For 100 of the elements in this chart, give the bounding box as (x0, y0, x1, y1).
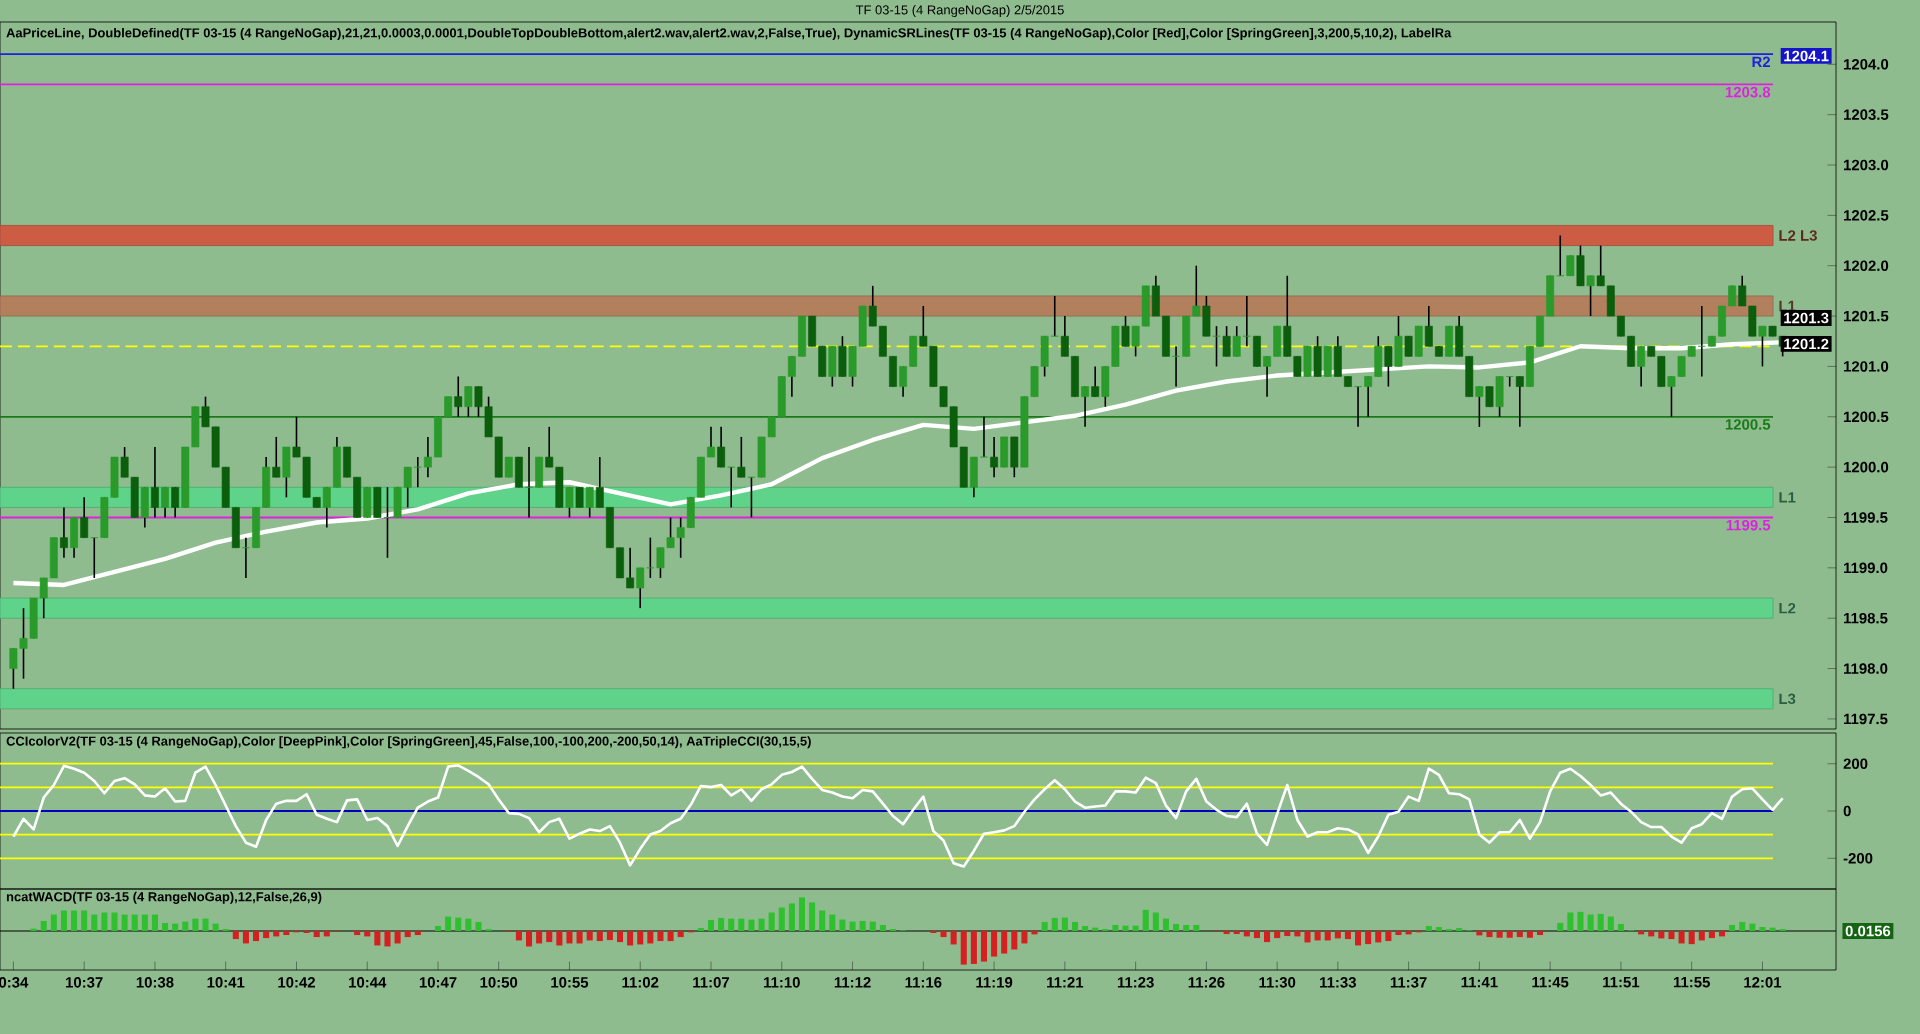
bar (616, 931, 624, 943)
bar (677, 931, 684, 938)
bar (1243, 931, 1250, 937)
x-tick-label: 11:21 (1047, 977, 1084, 988)
bar (81, 910, 88, 932)
bar (1567, 912, 1574, 932)
y-tick-label: 1202.5 (1844, 210, 1889, 221)
candlestick (1091, 365, 1100, 398)
bar (212, 923, 219, 932)
candlestick (504, 456, 513, 479)
candlestick (1566, 254, 1575, 277)
y-tick-label: 1202.0 (1844, 260, 1889, 272)
candlestick (990, 436, 999, 479)
candlestick (1616, 315, 1625, 338)
bar (111, 912, 118, 932)
bar (253, 931, 260, 942)
bar (1112, 924, 1119, 932)
candlestick (1596, 244, 1605, 287)
text: 1201.2 (1784, 338, 1829, 350)
candlestick (565, 486, 574, 519)
candlestick (1263, 355, 1271, 398)
bar (323, 931, 330, 937)
text: 0.0156 (1845, 925, 1891, 937)
candlestick (413, 456, 422, 489)
y-tick-label: 1200.0 (1844, 461, 1889, 473)
bar (162, 922, 169, 932)
bar (697, 927, 704, 932)
bar (1446, 928, 1453, 932)
bar (1142, 909, 1149, 932)
bar (1749, 923, 1756, 932)
chart-subtitle: AaPriceLine, DoubleDefined(TF 03-15 (4 RangeNoGap),21,21,0.0003,0.0001,DoubleTopDoubleBottom,alert2.wav,alert2.wav,2,False,True), DynamicSRLines(TF 03-15 (4 RangeNoGap),Color [Red],Color [SpringGreen],3,200,5,10,2), LabelRa (6, 27, 1452, 41)
bar (1365, 931, 1372, 945)
x-tick-label: 11:30 (1259, 977, 1296, 988)
bar (536, 931, 543, 944)
y-tick-label: 1203.0 (1844, 159, 1889, 171)
bar (798, 897, 806, 932)
x-tick-label: 10:55 (551, 977, 589, 988)
bar (1516, 931, 1523, 938)
bar (859, 920, 866, 932)
ref-line-label: 1200.5 (1725, 419, 1771, 430)
candlestick (423, 436, 432, 479)
x-tick-label: 11:12 (834, 977, 871, 988)
ref-line-label: 1203.8 (1725, 86, 1771, 98)
bar (1688, 931, 1695, 945)
bar (1021, 931, 1028, 944)
bar (1223, 931, 1230, 935)
bar (1162, 918, 1169, 932)
ref-line-label: 1199.5 (1726, 519, 1771, 531)
bar (707, 919, 715, 932)
candlestick (787, 355, 796, 398)
bar (960, 931, 967, 965)
candlestick (646, 536, 655, 579)
bar (819, 910, 826, 932)
bar (1001, 931, 1008, 954)
bar (263, 931, 270, 939)
candlestick (899, 365, 908, 398)
ref-line-label: R2 (1752, 56, 1771, 68)
candlestick (1485, 385, 1494, 408)
bar (1425, 925, 1432, 932)
bar (445, 916, 452, 932)
x-tick-label: 11:55 (1673, 977, 1710, 988)
band-label: L2 L3 (1779, 230, 1817, 241)
bar (434, 925, 442, 932)
bar (192, 918, 199, 932)
bar (1132, 925, 1139, 932)
bar (1607, 916, 1614, 932)
bar (1183, 924, 1190, 932)
x-tick-label: 10:47 (419, 977, 457, 988)
bar (182, 921, 189, 932)
bar (738, 918, 745, 932)
bar (1152, 912, 1159, 932)
bar (1344, 931, 1351, 940)
bar (1526, 931, 1533, 938)
bar (283, 931, 290, 936)
candlestick (1364, 375, 1373, 418)
bar (980, 931, 988, 962)
bar (1041, 921, 1048, 932)
candlestick (1475, 385, 1484, 428)
x-tick-label: 11:07 (693, 977, 730, 988)
bar (728, 918, 735, 932)
bar (1375, 931, 1382, 943)
bar (778, 907, 785, 932)
band-label: L2 (1779, 602, 1796, 614)
bar (1486, 931, 1493, 938)
bar (586, 931, 593, 941)
x-tick-label: 10:37 (66, 977, 103, 988)
bar (1061, 917, 1068, 932)
bar (869, 921, 876, 932)
candlestick (626, 546, 635, 589)
chart-title: ncatWACD(TF 03-15 (4 RangeNoGap),12,False,26,9) (6, 891, 322, 904)
candlestick (595, 456, 604, 509)
bar (1173, 923, 1180, 932)
bar (1355, 931, 1362, 946)
bar (1779, 928, 1786, 932)
bar (313, 931, 320, 938)
bar (1314, 931, 1321, 941)
candlestick (737, 436, 746, 479)
x-tick-label: 12:01 (1744, 977, 1782, 988)
bar (768, 912, 775, 932)
candlestick (60, 506, 68, 559)
